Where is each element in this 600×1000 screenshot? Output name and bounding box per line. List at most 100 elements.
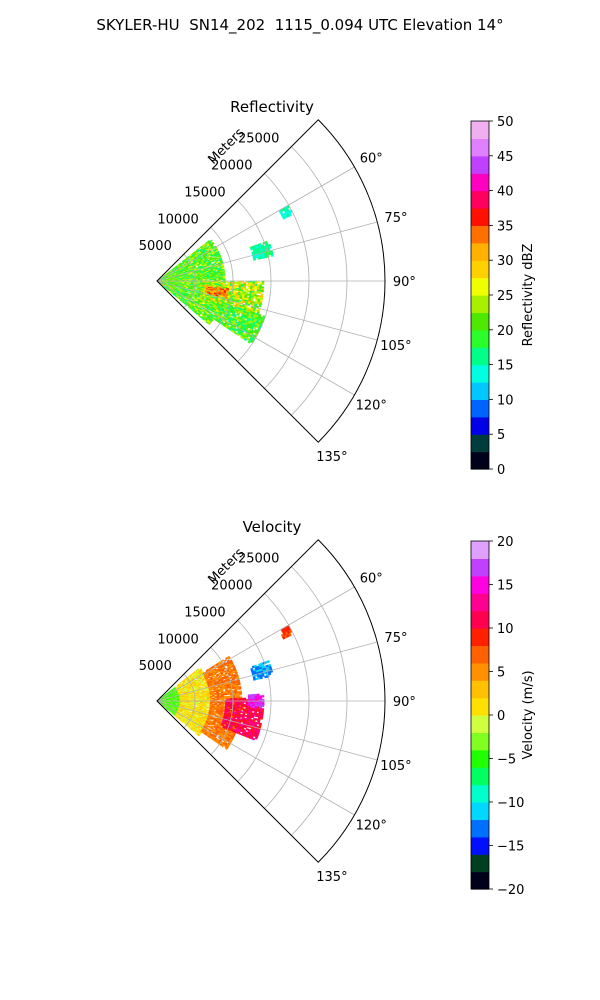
- colorbar-swatch: [471, 442, 489, 453]
- colorbar-swatch: [471, 416, 489, 427]
- echo-cell: [207, 289, 211, 292]
- colorbar-swatch: [471, 190, 489, 200]
- colorbar-swatch: [471, 390, 489, 400]
- colorbar-swatch: [471, 312, 489, 322]
- echo-cell: [195, 283, 199, 285]
- echo-cell: [258, 304, 262, 308]
- colorbar-swatch: [471, 425, 489, 435]
- echo-cell: [206, 705, 210, 707]
- colorbar-swatch: [471, 364, 489, 374]
- colorbar-swatch: [471, 129, 489, 139]
- echo-cell: [184, 699, 187, 701]
- azimuth-spoke: [156, 221, 378, 282]
- echo-cell: [186, 283, 189, 286]
- colorbar-tick-label: 50: [497, 115, 514, 130]
- colorbar-swatch: [471, 199, 489, 209]
- echo-cell: [218, 283, 222, 286]
- echo-cell: [212, 288, 216, 291]
- colorbar-swatch: [471, 329, 489, 340]
- colorbar-swatch: [471, 216, 489, 226]
- colorbar-swatch: [471, 295, 489, 305]
- echo-cell: [181, 277, 185, 280]
- echo-cell: [190, 704, 194, 706]
- echo-cell: [181, 703, 185, 705]
- echo-cell: [200, 702, 203, 704]
- colorbar-swatch: [471, 164, 489, 174]
- colorbar-swatch: [471, 382, 489, 392]
- echo-cell: [236, 284, 240, 287]
- echo-cell: [213, 293, 217, 296]
- echo-cell: [213, 282, 217, 285]
- colorbar-tick-label: 20: [497, 324, 514, 339]
- echo-cell: [206, 702, 210, 704]
- colorbar-swatch: [471, 260, 489, 270]
- echo-cell: [253, 258, 257, 261]
- azimuth-tick-label: 90°: [393, 275, 416, 290]
- echo-cell: [185, 286, 189, 288]
- colorbar-swatch: [471, 225, 489, 235]
- echo-cell: [259, 286, 262, 289]
- echo-cell: [195, 704, 199, 706]
- azimuth-tick-label: 120°: [356, 399, 387, 414]
- echo-cell: [209, 283, 212, 286]
- echo-cell: [188, 702, 192, 704]
- echo-cell: [190, 275, 194, 278]
- echo-cell: [183, 695, 187, 697]
- colorbar-swatch: [471, 460, 489, 470]
- colorbar-swatch: [471, 347, 489, 357]
- echo-cell: [185, 694, 189, 696]
- colorbar-swatch: [471, 399, 489, 409]
- echo-cell: [188, 698, 192, 700]
- echo-cell: [181, 704, 185, 707]
- echo-cell: [245, 283, 249, 287]
- panel-title: Reflectivity: [230, 98, 314, 116]
- colorbar-swatch: [471, 303, 489, 313]
- colorbar-swatch: [471, 251, 489, 261]
- echo-cell: [188, 284, 192, 286]
- colorbar-swatch: [471, 147, 489, 157]
- azimuth-spoke: [156, 280, 378, 341]
- echo-cell: [229, 288, 233, 291]
- colorbar-tick-label: 15: [497, 359, 514, 374]
- colorbar-swatch: [471, 286, 489, 296]
- colorbar-swatch: [471, 234, 489, 244]
- velocity-panel: 60°75°90°105°120°135°5000100001500020000…: [139, 518, 536, 898]
- colorbar-tick-label: 5: [497, 428, 505, 443]
- azimuth-tick-label: 105°: [380, 339, 411, 354]
- colorbar-tick-label: 35: [497, 219, 514, 234]
- colorbar-swatch: [471, 242, 489, 253]
- colorbar-swatch: [471, 208, 489, 218]
- colorbar-swatch: [471, 321, 489, 331]
- colorbar-swatch: [471, 155, 489, 166]
- echo-cell: [195, 281, 199, 283]
- colorbar-swatch: [471, 373, 489, 383]
- colorbar-tick-label: 10: [497, 393, 514, 408]
- echo-cell: [186, 695, 189, 698]
- echo-cell: [179, 276, 183, 279]
- echo-cell: [179, 282, 183, 284]
- echo-cell: [202, 278, 206, 280]
- colorbar-swatch: [471, 268, 489, 279]
- echo-cell: [209, 278, 212, 281]
- echo-cell: [268, 245, 272, 249]
- echo-cell: [199, 277, 203, 279]
- colorbar-swatch: [471, 277, 489, 287]
- echo-cell: [206, 706, 210, 709]
- figure-title: SKYLER-HU SN14_202 1115_0.094 UTC Elevat…: [96, 16, 504, 34]
- echo-cell: [195, 697, 199, 700]
- echo-cell: [206, 282, 210, 284]
- echo-cell: [259, 284, 263, 287]
- azimuth-tick-label: 135°: [316, 450, 347, 465]
- range-tick-label: 10000: [157, 212, 198, 227]
- range-tick-label: 15000: [184, 185, 225, 200]
- echo-cell: [199, 692, 203, 695]
- azimuth-tick-label: 75°: [384, 211, 407, 226]
- colorbar-swatch: [471, 138, 489, 148]
- echo-cell: [247, 290, 251, 293]
- range-tick-label: 5000: [139, 239, 172, 254]
- echo-cell: [194, 708, 198, 711]
- echo-cell: [250, 282, 253, 285]
- colorbar-swatch: [471, 173, 489, 183]
- echo-cell: [270, 253, 274, 257]
